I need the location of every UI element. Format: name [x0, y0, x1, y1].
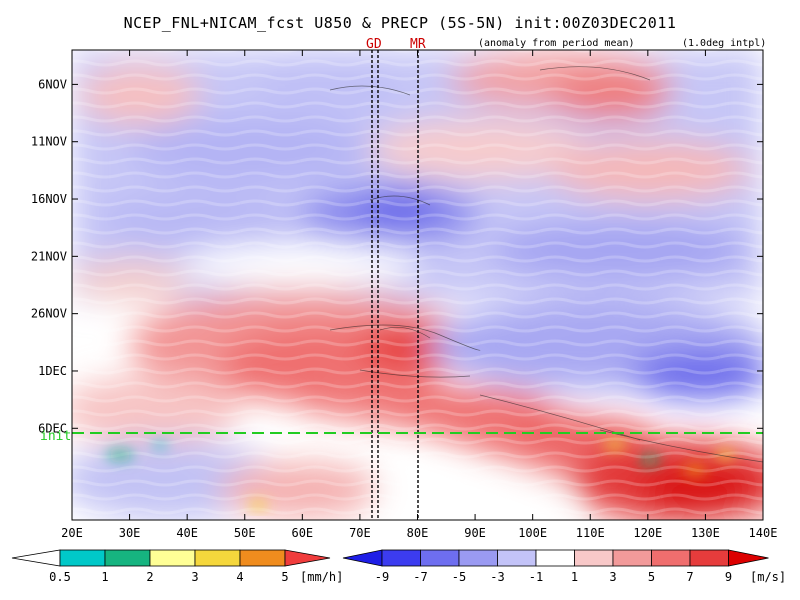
mr-label: MR: [410, 37, 426, 52]
y-tick-label: 6NOV: [38, 77, 67, 91]
wind-label: 3: [609, 570, 616, 584]
precip-arrow-left: [11, 549, 61, 567]
x-tick-label: 30E: [119, 526, 141, 540]
wind-arrow-left: [342, 549, 383, 567]
gd-label: GD: [366, 37, 382, 52]
marker-lines: [371, 50, 419, 520]
precip-colorbar: 0.5 1 2 3 4 5: [11, 549, 331, 584]
y-tick-label: 21NOV: [31, 249, 67, 263]
precip-label: 0.5: [49, 570, 71, 584]
x-tick-label: 60E: [291, 526, 313, 540]
x-axis: 20E 30E 40E 50E 60E 70E 80E 90E 100E 110E 120E 130E…: [61, 50, 777, 540]
wind-swatch: [420, 549, 460, 567]
contour-lines: [329, 66, 763, 463]
wind-swatch: [381, 549, 421, 567]
precip-label: 2: [146, 570, 153, 584]
wind-swatch: [651, 549, 691, 567]
wind-label: -1: [529, 570, 543, 584]
x-tick-label: 130E: [691, 526, 720, 540]
wind-label: 9: [725, 570, 732, 584]
wind-swatch: [689, 549, 729, 567]
x-tick-label: 80E: [407, 526, 429, 540]
wind-label: 7: [686, 570, 693, 584]
wind-label: 1: [571, 570, 578, 584]
y-axis: 6NOV 11NOV 16NOV 21NOV 26NOV 1DEC 6DEC: [31, 77, 763, 435]
wind-swatch: [535, 549, 575, 567]
x-tick-label: 90E: [464, 526, 486, 540]
x-tick-label: 40E: [176, 526, 198, 540]
y-tick-label: 26NOV: [31, 307, 67, 321]
plot-area: 20E 30E 40E 50E 60E 70E 80E 90E 100E 110E 120E 130E…: [31, 49, 777, 540]
wind-swatch: [458, 549, 498, 567]
x-tick-label: 70E: [349, 526, 371, 540]
chart-title: NCEP_FNL+NICAM_fcst U850 & PRECP (5S-5N)…: [123, 14, 677, 32]
init-label: init: [40, 429, 71, 444]
precip-label: 1: [101, 570, 108, 584]
precip-label: 4: [236, 570, 243, 584]
precip-swatch-arrow: [284, 549, 331, 567]
precip-swatch: [239, 549, 286, 567]
y-tick-label: 6DEC: [38, 421, 67, 435]
precip-unit: [mm/h]: [300, 570, 343, 584]
x-tick-label: 50E: [234, 526, 256, 540]
precip-swatch: [59, 549, 106, 567]
wind-label: 5: [648, 570, 655, 584]
y-tick-label: 1DEC: [38, 364, 67, 378]
y-tick-label: 16NOV: [31, 192, 67, 206]
precip-swatch: [149, 549, 196, 567]
wind-label: -9: [375, 570, 389, 584]
x-tick-label: 20E: [61, 526, 83, 540]
wind-label: -5: [452, 570, 466, 584]
wind-unit: [m/s]: [750, 570, 786, 584]
precip-swatch: [194, 549, 241, 567]
wind-label: -3: [490, 570, 504, 584]
x-tick-label: 100E: [518, 526, 547, 540]
x-tick-label: 120E: [633, 526, 662, 540]
wind-arrow-right: [728, 549, 769, 567]
wind-colorbar: -9 -7 -5 -3 -1 1 3 5 7 9: [342, 549, 769, 584]
wind-swatch: [497, 549, 537, 567]
chart-subtitle: (anomaly from period mean): [478, 38, 635, 49]
x-tick-label: 140E: [749, 526, 778, 540]
wind-label: -7: [413, 570, 427, 584]
precip-label: 5: [281, 570, 288, 584]
precip-swatch: [104, 549, 151, 567]
x-tick-label: 110E: [576, 526, 605, 540]
wind-swatch: [612, 549, 652, 567]
precip-label: 3: [191, 570, 198, 584]
interp-note: (1.0deg intpl): [682, 38, 767, 49]
y-tick-label: 11NOV: [31, 135, 67, 149]
wind-swatch: [574, 549, 614, 567]
